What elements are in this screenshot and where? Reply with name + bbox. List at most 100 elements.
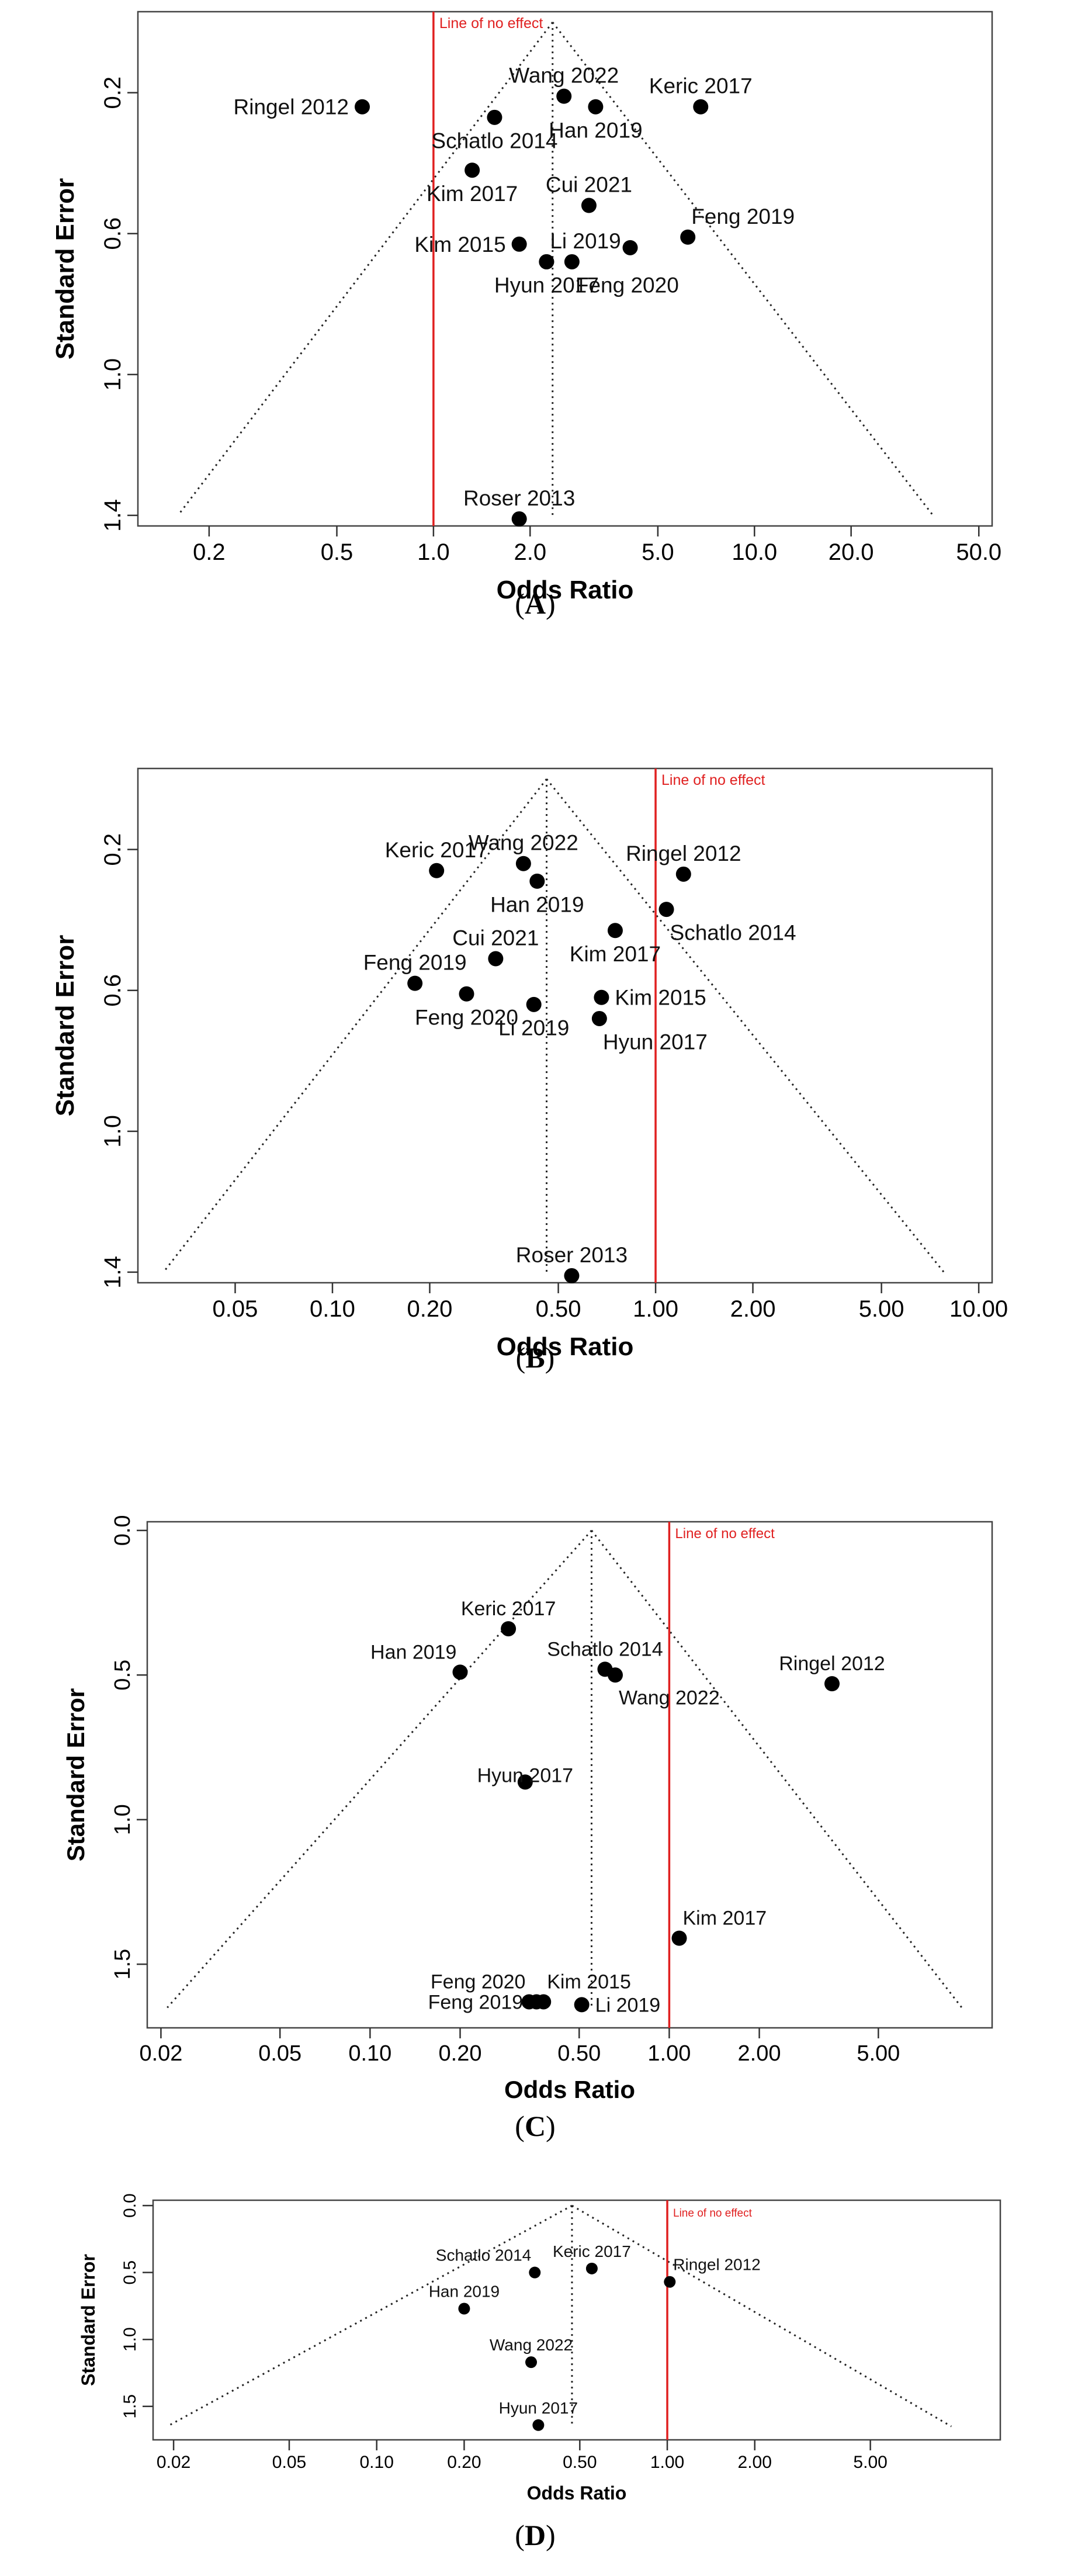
- study-point: [607, 1667, 623, 1683]
- study-label: Li 2019: [498, 1016, 569, 1040]
- study-label: Li 2019: [550, 229, 621, 253]
- study-label: Roser 2013: [463, 486, 575, 510]
- study-point: [536, 1994, 552, 2010]
- study-point: [515, 856, 531, 871]
- study-label: Li 2019: [595, 1994, 661, 2016]
- study-label: Ringel 2012: [779, 1653, 885, 1675]
- x-tick-label: 5.00: [859, 1296, 904, 1322]
- no-effect-label: Line of no effect: [675, 1526, 775, 1542]
- x-tick-label: 2.00: [738, 2453, 772, 2472]
- study-label: Kim 2017: [683, 1907, 767, 1930]
- funnel-plot-c: Line of no effect 0.02 0.05 0.10 0.20 0.50 1.0…: [62, 1515, 993, 2142]
- y-tick-label: 0.6: [100, 974, 126, 1007]
- x-tick-label: 5.0: [642, 539, 674, 565]
- no-effect-label: Line of no effect: [673, 2207, 753, 2220]
- study-point: [459, 986, 474, 1002]
- y-tick-label: 0.0: [120, 2193, 140, 2218]
- study-point: [556, 88, 572, 104]
- study-point: [671, 1930, 687, 1946]
- y-tick-label: 0.5: [110, 1660, 135, 1691]
- study-point: [594, 989, 609, 1005]
- x-tick-label: 10.00: [949, 1296, 1008, 1322]
- study-label: Kim 2017: [427, 182, 518, 206]
- study-label: Feng 2020: [431, 1971, 526, 1993]
- study-point: [585, 2262, 598, 2274]
- study-label: Cui 2021: [546, 173, 632, 197]
- y-tick-label: 1.0: [120, 2327, 140, 2352]
- x-tick-label: 2.00: [738, 2041, 781, 2066]
- x-tick-label: 5.00: [853, 2453, 887, 2472]
- funnel-plot-b: Line of no effect 0.05 0.10 0.20 0.50 1.00 2.0…: [51, 767, 1008, 1374]
- x-tick-label: 50.0: [956, 539, 1001, 565]
- study-point: [488, 951, 504, 967]
- study-point: [581, 198, 597, 213]
- y-axis-title: Standard Error: [51, 178, 79, 360]
- study-label: Kim 2017: [570, 942, 661, 966]
- y-axis-title: Standard Error: [62, 1688, 89, 1861]
- plot-frame: [137, 767, 993, 1284]
- funnel-left-line: [167, 1529, 592, 2009]
- study-label: Feng 2019: [428, 1991, 524, 2013]
- x-tick-label: 1.00: [647, 2041, 691, 2066]
- funnel-plot-a: Line of no effect 0.2 0.5 1.0 2.0 5.0 10.0 20.0…: [51, 11, 1001, 620]
- funnel-plot-d: Line of no effect 0.02 0.05 0.10 0.20 0.50 1.0…: [78, 2193, 1001, 2551]
- study-point: [517, 1774, 533, 1790]
- x-tick-label: 0.50: [563, 2453, 597, 2472]
- no-effect-label: Line of no effect: [439, 15, 543, 32]
- study-label: Han 2019: [370, 1641, 456, 1663]
- study-point: [529, 873, 545, 889]
- x-tick-label: 0.02: [157, 2453, 190, 2472]
- y-tick-label: 1.0: [100, 1115, 126, 1148]
- panel-caption: (A): [515, 587, 555, 620]
- x-axis-title: Odds Ratio: [504, 2076, 635, 2103]
- plot-frame: [137, 11, 993, 527]
- study-point: [532, 2419, 545, 2431]
- study-point: [501, 1621, 517, 1637]
- y-tick-label: 0.6: [100, 217, 126, 250]
- study-label: Ringel 2012: [626, 842, 741, 865]
- study-point: [680, 229, 696, 245]
- study-point: [407, 975, 423, 991]
- x-tick-label: 0.50: [536, 1296, 581, 1322]
- study-point: [675, 866, 691, 882]
- x-tick-label: 0.20: [439, 2041, 482, 2066]
- study-point: [588, 99, 604, 115]
- study-point: [511, 236, 527, 252]
- no-effect-label: Line of no effect: [661, 772, 765, 788]
- x-tick-label: 0.5: [321, 539, 353, 565]
- x-tick-label: 2.00: [730, 1296, 776, 1322]
- x-tick-label: 0.20: [447, 2453, 481, 2472]
- study-label: Hyun 2017: [603, 1030, 708, 1054]
- y-tick-label: 1.0: [100, 358, 126, 391]
- y-tick-label: 1.5: [110, 1949, 135, 1980]
- study-point: [511, 511, 527, 527]
- x-tick-label: 1.00: [650, 2453, 684, 2472]
- study-point: [458, 2303, 470, 2315]
- y-axis-title: Standard Error: [51, 935, 79, 1117]
- y-axis-title: Standard Error: [78, 2254, 99, 2386]
- x-tick-label: 0.05: [213, 1296, 258, 1322]
- study-label: Hyun 2017: [499, 2399, 578, 2417]
- study-label: Schatlo 2014: [670, 921, 796, 945]
- y-tick-label: 0.5: [120, 2260, 140, 2285]
- study-point: [539, 254, 554, 269]
- x-axis-title: Odds Ratio: [527, 2482, 627, 2504]
- study-point: [429, 863, 445, 878]
- y-tick-label: 1.0: [110, 1804, 135, 1835]
- study-point: [564, 1268, 580, 1283]
- y-tick-label: 0.2: [100, 77, 126, 109]
- y-tick-label: 0.0: [110, 1515, 135, 1546]
- study-label: Wang 2022: [509, 64, 619, 88]
- y-tick-label: 0.2: [100, 833, 126, 866]
- funnel-left-line: [167, 2204, 573, 2428]
- plot-frame: [152, 2199, 1001, 2441]
- x-tick-label: 5.00: [857, 2041, 900, 2066]
- study-point: [693, 99, 709, 115]
- study-point: [591, 1010, 607, 1026]
- funnel-right-line: [552, 22, 934, 516]
- study-point: [574, 1997, 590, 2013]
- study-point: [525, 2356, 538, 2369]
- study-label: Kim 2015: [414, 233, 505, 257]
- x-tick-label: 0.2: [193, 539, 226, 565]
- study-label: Schatlo 2014: [436, 2246, 531, 2265]
